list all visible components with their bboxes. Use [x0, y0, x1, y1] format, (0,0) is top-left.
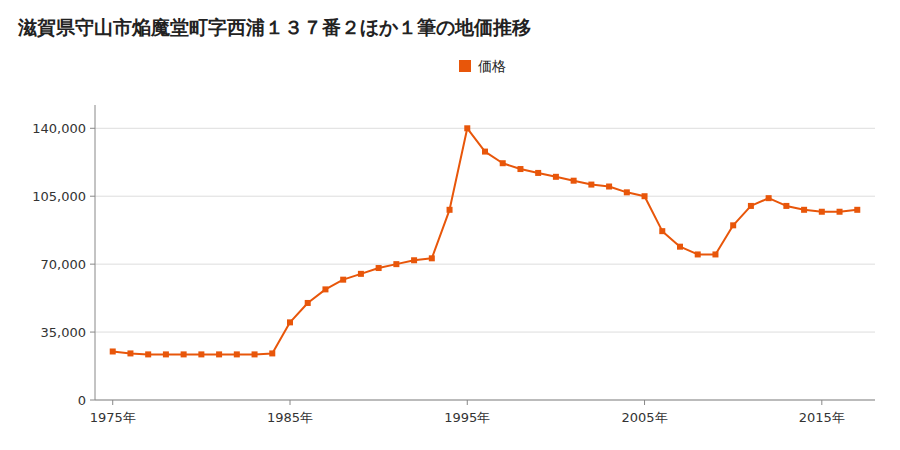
point	[181, 351, 187, 357]
point	[801, 207, 807, 213]
x-tick-label: 1985年	[267, 410, 313, 425]
x-tick	[467, 400, 468, 405]
x-tick	[644, 400, 645, 405]
point	[163, 351, 169, 357]
series-line	[113, 128, 858, 354]
chart: 滋賀県守山市焔魔堂町字西浦１３７番２ほか１筆の地価推移 0 35,000 70,000…	[0, 0, 900, 450]
point	[145, 351, 151, 357]
y-tick-label: 35,000	[41, 325, 87, 340]
legend: 価格	[459, 58, 506, 74]
y-tick	[90, 128, 95, 129]
point	[411, 257, 417, 263]
point	[553, 174, 559, 180]
point	[695, 251, 701, 257]
point	[482, 149, 488, 155]
point	[464, 125, 470, 131]
x-tick	[821, 400, 822, 405]
x-tick-label: 1975年	[90, 410, 136, 425]
y-tick	[90, 400, 95, 401]
point	[819, 209, 825, 215]
x-axis-line	[95, 400, 875, 401]
grid-line	[95, 264, 875, 265]
point	[606, 184, 612, 190]
point	[340, 277, 346, 283]
y-tick	[90, 264, 95, 265]
grid-line	[95, 332, 875, 333]
point	[783, 203, 789, 209]
point	[269, 350, 275, 356]
point	[854, 207, 860, 213]
background	[0, 0, 900, 450]
point	[677, 244, 683, 250]
point	[517, 166, 523, 172]
legend-swatch	[459, 60, 471, 72]
y-tick	[90, 196, 95, 197]
point	[305, 300, 311, 306]
point	[393, 261, 399, 267]
point	[642, 193, 648, 199]
point	[287, 319, 293, 325]
point	[216, 351, 222, 357]
x-tick-label: 1995年	[444, 410, 490, 425]
point	[376, 265, 382, 271]
grid-line	[95, 128, 875, 129]
point	[110, 348, 116, 354]
y-tick	[90, 332, 95, 333]
point	[234, 351, 240, 357]
x-tick-label: 2005年	[621, 410, 667, 425]
y-axis-line	[95, 105, 96, 400]
x-tick-label: 2015年	[799, 410, 845, 425]
point	[624, 189, 630, 195]
y-tick-label: 0	[78, 393, 86, 408]
point	[837, 209, 843, 215]
point	[127, 350, 133, 356]
point	[429, 255, 435, 261]
point	[588, 182, 594, 188]
grid-line	[95, 400, 875, 401]
point	[322, 286, 328, 292]
point	[712, 251, 718, 257]
legend-label: 価格	[478, 58, 506, 74]
point	[571, 178, 577, 184]
point	[198, 351, 204, 357]
point	[447, 207, 453, 213]
point	[748, 203, 754, 209]
grid	[95, 128, 875, 400]
point	[535, 170, 541, 176]
plot-area	[110, 125, 861, 357]
y-tick-label: 70,000	[41, 257, 87, 272]
grid-line	[95, 196, 875, 197]
point	[659, 228, 665, 234]
x-tick	[112, 400, 113, 405]
x-tick	[290, 400, 291, 405]
point	[766, 195, 772, 201]
title: 滋賀県守山市焔魔堂町字西浦１３７番２ほか１筆の地価推移	[17, 16, 531, 38]
point	[252, 351, 258, 357]
point	[730, 222, 736, 228]
y-tick-label: 105,000	[32, 189, 86, 204]
point	[500, 160, 506, 166]
y-tick-label: 140,000	[32, 121, 86, 136]
point	[358, 271, 364, 277]
